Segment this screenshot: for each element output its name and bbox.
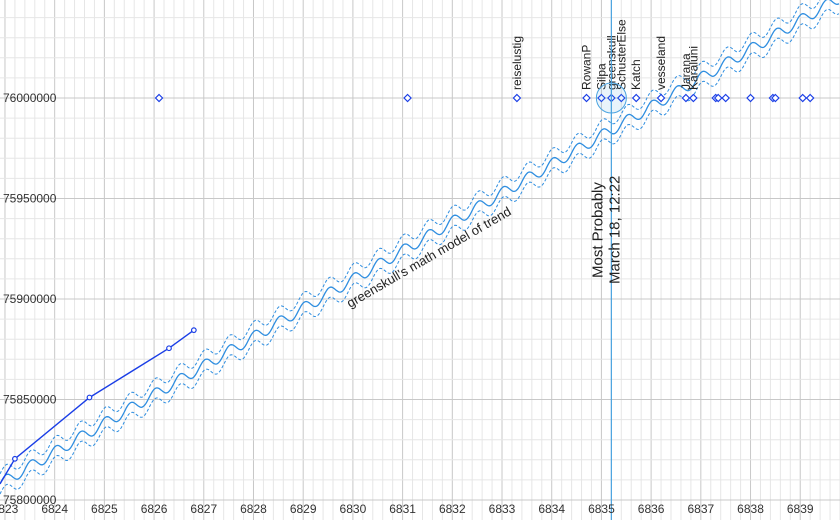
axis-ticks: 6823 6824 6825 6826 6827 6828 6829 6830 6831 6832… [0,91,814,516]
guess-marker [713,93,723,103]
guess-marker [746,93,755,103]
x-tick-label: 6833 [489,502,516,516]
observed-point [190,327,197,334]
guess-marker [597,93,606,103]
y-tick-label: 75800000 [3,493,57,507]
x-tick-label: 6831 [389,502,416,516]
guess-marker [656,93,666,103]
most-probable-label: Most Probably [589,182,606,278]
guess-marker [512,93,522,103]
guess-label: vesseland [654,36,668,90]
guess-marker [403,93,412,103]
observed-line [0,329,195,485]
guess-marker [798,93,808,103]
trend-upper-bound [0,0,821,475]
guess-label: Jarana [679,53,693,90]
guess-label: Katch [629,59,643,90]
observed-series [0,327,197,485]
x-tick-label: 6834 [538,502,565,516]
x-tick-label: 6836 [638,502,665,516]
guess-label: Karaluni [686,46,700,90]
observed-point [12,455,18,462]
y-tick-label: 75850000 [3,393,57,407]
x-tick-label: 6835 [588,502,615,516]
guess-marker [721,93,731,103]
guess-marker [681,93,691,103]
x-tick-label: 6827 [190,502,217,516]
trend-annotation: greenskull's math model of trend [344,204,514,311]
guess-marker [582,93,591,103]
guess-marker [154,93,164,103]
guess-marker [771,93,780,103]
most-probable-circle [595,82,627,114]
x-tick-label: 6830 [340,502,367,516]
guess-marker [616,93,626,103]
x-tick-label: 6829 [290,502,317,516]
guess-label: SchusterElse [614,19,628,90]
x-tick-label: 6828 [240,502,267,516]
y-tick-label: 75900000 [3,292,57,306]
guess-label: RowanP [580,45,594,90]
x-tick-label: 6832 [439,502,466,516]
trend-lower-bound [0,8,840,495]
observed-point [86,394,93,401]
guess-label: Silpa [594,63,608,90]
x-tick-label: 6826 [141,502,168,516]
guess-markers: reiselustig RowanP SilpagreenskullSchuster… [154,19,815,103]
guess-label: reiselustig [510,36,524,90]
x-tick-label: 6837 [687,502,714,516]
x-tick-label: 6824 [41,502,68,516]
x-tick-label: 6823 [0,502,19,516]
observed-point [166,345,172,352]
x-tick-label: 6839 [787,502,814,516]
trend-line [0,0,840,485]
most-probable-marker [595,0,627,520]
guess-marker [689,93,698,103]
x-tick-label: 6825 [91,502,118,516]
trend-model [0,0,840,495]
guess-marker [631,93,641,103]
guess-marker [805,93,815,103]
y-tick-label: 75950000 [3,192,57,206]
x-tick-label: 6838 [737,502,764,516]
most-probable-date: March 18, 12:22 [606,176,623,284]
y-tick-label: 76000000 [3,91,57,105]
